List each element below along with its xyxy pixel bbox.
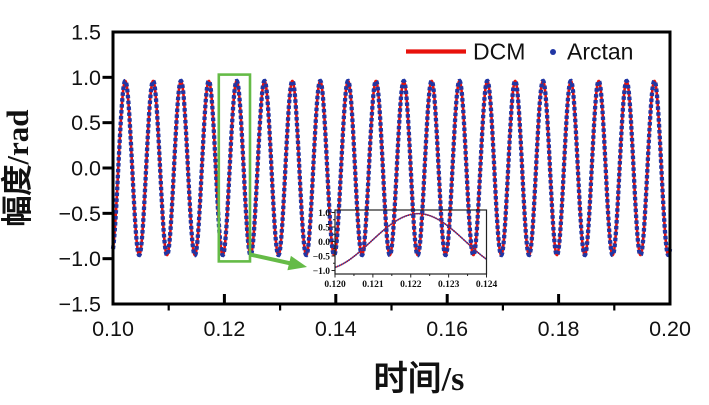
- arctan-curve: [110, 78, 673, 258]
- zoom-region-box: [217, 73, 252, 263]
- inset-y-tick-label: 0.0: [318, 238, 330, 248]
- x-tick-label: 0.12: [203, 317, 245, 341]
- y-axis-title: 幅度/rad: [0, 109, 35, 226]
- inset-axis-tick-labels: 0.120 0.121 0.122 0.123 0.124 1.0 0.5 0.0 −0.5 −1…: [313, 209, 498, 290]
- inset-y-tick-label: −1.0: [313, 267, 331, 277]
- zoom-callout-arrowhead-icon: [287, 255, 307, 271]
- x-tick-label: 0.10: [92, 317, 134, 341]
- inset-axis-ticks: [331, 212, 487, 278]
- axis-tick-labels: 0.10 0.12 0.14 0.16 0.18 0.20 1.5 1.0 0.5 0.0 −0.5…: [59, 20, 691, 341]
- y-tick-label: −1.5: [59, 293, 101, 317]
- inset-x-tick-label: 0.123: [438, 280, 460, 290]
- x-axis-title: 时间/s: [374, 360, 465, 398]
- inset-y-tick-label: −0.5: [313, 253, 331, 263]
- x-tick-label: 0.16: [426, 317, 468, 341]
- legend: DCM Arctan: [406, 39, 633, 65]
- y-tick-label: −1.0: [59, 247, 101, 271]
- y-tick-label: 1.5: [71, 20, 101, 44]
- x-tick-label: 0.18: [538, 317, 580, 341]
- inset-y-tick-label: 1.0: [318, 209, 330, 219]
- inset-x-tick-label: 0.120: [324, 280, 346, 290]
- inset-x-tick-label: 0.121: [362, 280, 384, 290]
- x-tick-label: 0.20: [649, 317, 691, 341]
- inset-arctan-curve: [334, 212, 488, 269]
- inset-x-tick-label: 0.122: [400, 280, 422, 290]
- axis-ticks: [102, 75, 616, 311]
- y-tick-label: 1.0: [71, 66, 101, 90]
- arctan-legend-dot-swatch: [550, 49, 556, 55]
- plot-border: [111, 30, 672, 306]
- x-tick-label: 0.14: [315, 317, 357, 341]
- legend-label-dcm: DCM: [473, 39, 525, 65]
- inset-y-tick-label: 0.5: [318, 224, 330, 234]
- y-tick-label: 0.0: [71, 157, 101, 181]
- inset-plot: 0.120 0.121 0.122 0.123 0.124 1.0 0.5 0.0 −0.5 −1…: [313, 209, 498, 290]
- y-tick-label: 0.5: [71, 111, 101, 135]
- main-plot: [110, 78, 673, 258]
- zoom-callout-arrow: [249, 252, 292, 266]
- y-tick-label: −0.5: [59, 202, 101, 226]
- legend-label-arctan: Arctan: [567, 39, 633, 65]
- inset-x-tick-label: 0.124: [476, 280, 498, 290]
